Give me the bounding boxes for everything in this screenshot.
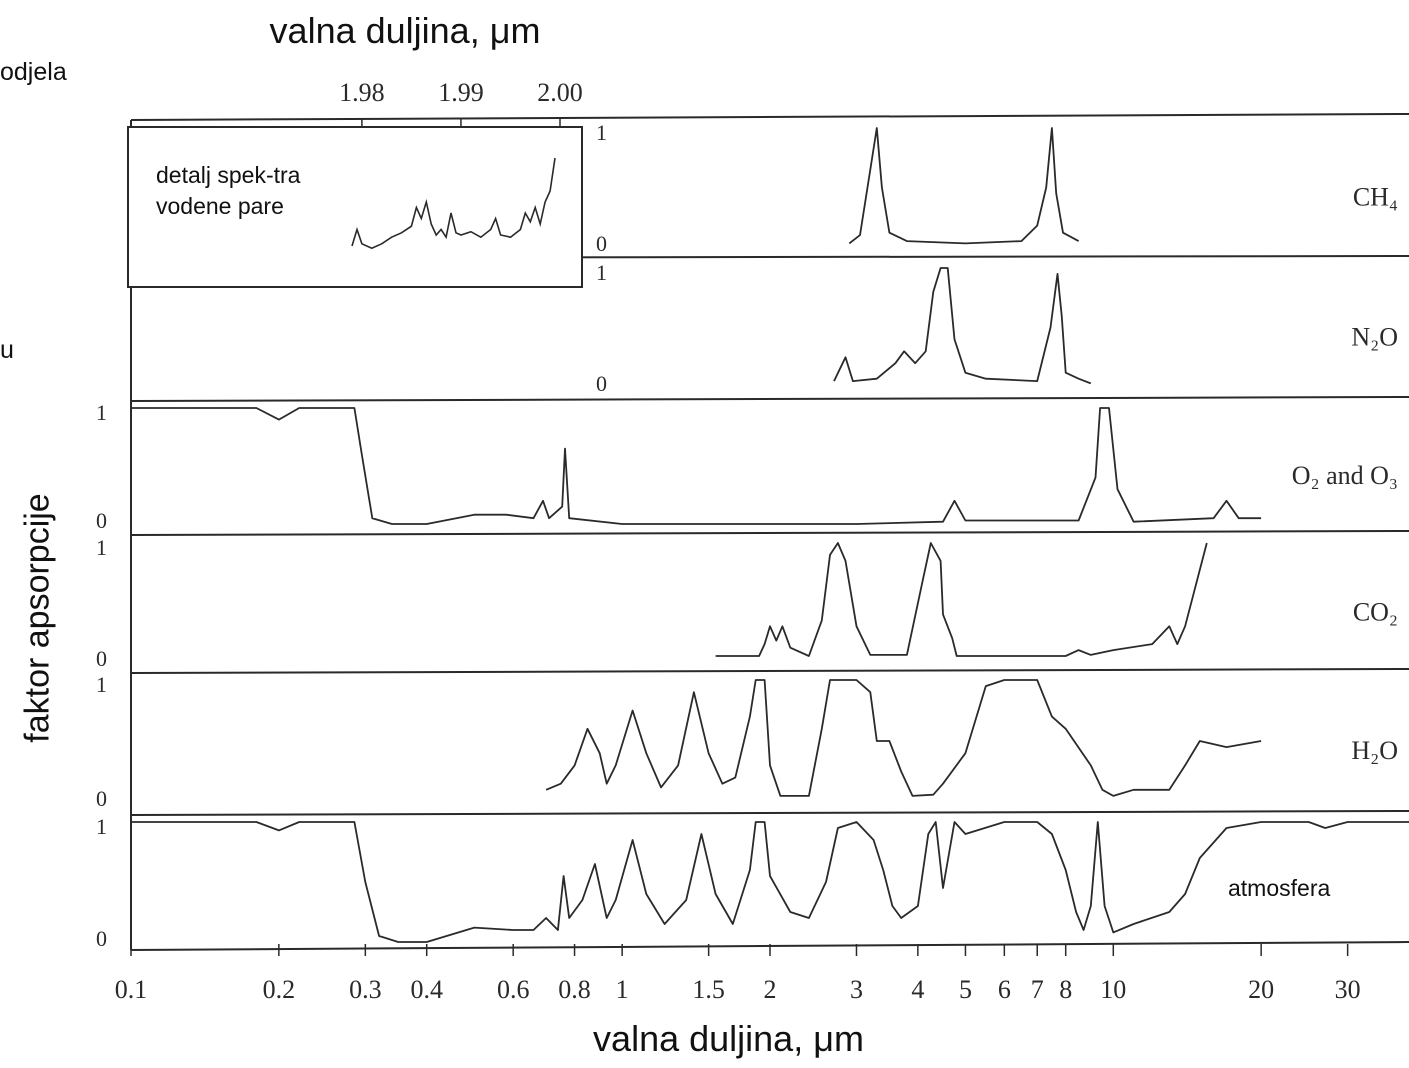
y-tick-label: 1	[96, 672, 107, 697]
cropped-text-fragment: u	[0, 336, 14, 364]
species-label: CO₂	[1353, 598, 1398, 627]
spectrum-line	[545, 679, 1262, 797]
x-tick-label: 30	[1335, 975, 1361, 1004]
x-tick-label: 0.6	[497, 975, 530, 1004]
x-tick-label: 5	[959, 975, 972, 1004]
y-tick-label: 1	[96, 535, 107, 560]
x-tick-label: 0.2	[263, 975, 296, 1004]
species-label: H₂O	[1351, 736, 1398, 765]
y-tick-label: 1	[596, 120, 607, 145]
x-tick-label: 8	[1059, 975, 1072, 1004]
panel-border	[130, 530, 1409, 536]
y-axis-title: faktor apsorpcije	[18, 493, 57, 743]
spectrum-line	[715, 542, 1208, 657]
atmosphere-label: atmosfera	[1228, 875, 1331, 901]
y-tick-label: 0	[96, 646, 107, 671]
panel-border	[130, 113, 1409, 121]
x-tick-label: 0.1	[115, 975, 148, 1004]
inset-spectrum-line	[351, 157, 556, 250]
x-tick-label: 3	[850, 975, 863, 1004]
x-tick-label: 1.5	[692, 975, 725, 1004]
spectrum-line	[848, 127, 1080, 245]
top-tick-label: 1.99	[438, 78, 484, 107]
top-axis-title: valna duljina, μm	[269, 10, 541, 51]
panel-border	[130, 810, 1409, 816]
y-tick-label: 1	[96, 400, 107, 425]
spectrum-line	[131, 821, 1409, 943]
y-tick-label: 0	[596, 231, 607, 256]
y-tick-label: 1	[596, 260, 607, 285]
y-tick-label: 0	[96, 508, 107, 533]
y-tick-label: 0	[96, 926, 107, 951]
panel-border	[130, 668, 1409, 674]
x-tick-label: 4	[911, 975, 924, 1004]
x-tick-label: 2	[764, 975, 777, 1004]
species-label: CH₄	[1353, 183, 1398, 212]
spectrum-line	[833, 267, 1092, 385]
y-tick-label: 0	[596, 371, 607, 396]
spectrum-line	[131, 407, 1262, 525]
x-tick-label: 0.3	[349, 975, 382, 1004]
top-tick-label: 2.00	[537, 78, 583, 107]
inset-caption: detalj spek-tra vodene pare	[156, 162, 301, 219]
inset-box	[127, 126, 583, 288]
bottom-axis-title: valna duljina, μm	[593, 1018, 864, 1059]
x-tick-label: 7	[1031, 975, 1044, 1004]
species-label: O₂ and O₃	[1292, 461, 1398, 490]
x-tick-label: 0.8	[558, 975, 591, 1004]
species-label: N₂O	[1351, 323, 1398, 352]
panel-border	[130, 396, 1409, 402]
cropped-text-fragment: odjela	[0, 58, 67, 86]
x-tick-label: 20	[1248, 975, 1274, 1004]
x-tick-label: 1	[616, 975, 629, 1004]
x-tick-label: 0.4	[410, 975, 443, 1004]
x-tick-label: 6	[998, 975, 1011, 1004]
top-tick-label: 1.98	[339, 78, 385, 107]
y-tick-label: 0	[96, 786, 107, 811]
y-tick-label: 1	[96, 814, 107, 839]
x-tick-label: 10	[1100, 975, 1126, 1004]
